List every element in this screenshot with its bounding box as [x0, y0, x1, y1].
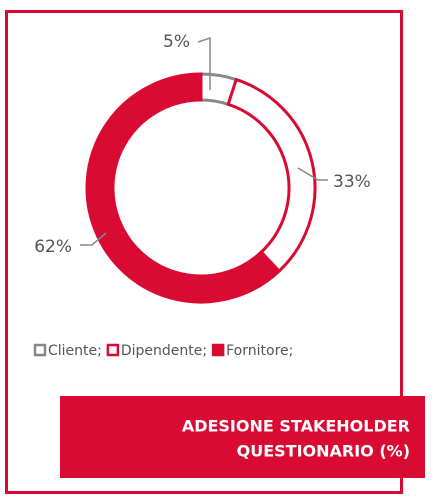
legend-swatch: [211, 343, 225, 357]
data-label: 62%: [34, 237, 72, 257]
chart-title: QUESTIONARIO (%): [237, 442, 410, 461]
title-box: [60, 396, 425, 478]
legend-swatch: [33, 343, 47, 357]
leader-line: [297, 167, 328, 181]
legend-label: Dipendente;: [121, 343, 207, 359]
leader-line: [197, 36, 211, 90]
legend-label: Cliente;: [48, 343, 102, 359]
legend-label: Fornitore;: [226, 343, 293, 359]
legend-swatch: [106, 343, 120, 357]
slice: [85, 72, 282, 304]
data-label: 5%: [163, 32, 190, 52]
chart-title: ADESIONE STAKEHOLDER: [182, 417, 410, 436]
leader-line: [80, 232, 107, 246]
data-label: 33%: [333, 172, 371, 192]
